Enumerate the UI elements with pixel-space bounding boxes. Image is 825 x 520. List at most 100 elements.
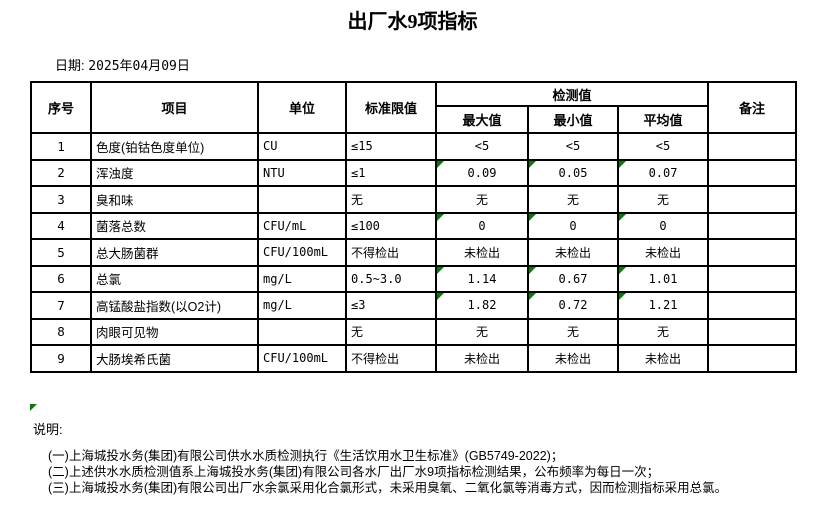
cell-min: 0 [527,211,619,240]
header-row-1: 序号 项目 单位 标准限值 检测值 备注 [30,81,798,134]
cell-limit: 不得检出 [345,344,437,373]
cell-max: 无 [435,317,529,346]
table-row: 7 高锰酸盐指数(以O2计) mg/L ≤3 1.82 0.72 1.21 [30,291,798,320]
table-row: 9 大肠埃希氏菌 CFU/100mL 不得检出 未检出 未检出 未检出 [30,344,798,373]
table-row: 5 总大肠菌群 CFU/100mL 不得检出 未检出 未检出 未检出 [30,238,798,267]
cell-unit: CFU/100mL [257,238,347,267]
cell-max: 0.09 [435,158,529,187]
col-header-remark: 备注 [707,81,798,134]
flag-triangle-icon [530,214,536,221]
page-title: 出厂水9项指标 [347,11,478,33]
cell-item: 高锰酸盐指数(以O2计) [90,291,259,320]
cell-item: 总氯 [90,264,259,293]
cell-limit: 无 [345,317,437,346]
cell-max: 未检出 [435,344,529,373]
cell-unit [257,185,347,214]
flag-triangle-icon [530,161,536,168]
cell-remark [707,132,798,161]
flag-triangle-icon [620,267,626,274]
table-row: 1 色度(铂钴色度单位) CU ≤15 <5 <5 <5 [30,132,798,161]
cell-limit: ≤15 [345,132,437,161]
table-row: 8 肉眼可见物 无 无 无 无 [30,317,798,346]
cell-item: 臭和味 [90,185,259,214]
cell-seq: 9 [30,344,92,373]
flag-triangle-icon [438,161,444,168]
cell-avg: 无 [616,185,710,214]
cell-seq: 3 [30,185,92,214]
flag-triangle-icon [438,267,444,274]
cell-unit: mg/L [257,291,347,320]
col-header-max: 最大值 [435,105,529,134]
note-line: (三)上海城投水务(集团)有限公司出厂水余氯采用化合氯形式，未采用臭氧、二氧化氯… [48,481,728,495]
cell-min: 0.72 [527,291,619,320]
cell-max: 1.14 [435,264,529,293]
cell-avg: 1.01 [616,264,710,293]
cell-seq: 5 [30,238,92,267]
cell-seq: 7 [30,291,92,320]
date-value: 2025年04月09日 [88,59,190,74]
cell-remark [707,211,798,240]
indicators-table: 序号 项目 单位 标准限值 检测值 备注 最大值 最小值 平均值 1 色度(铂钴… [30,81,798,373]
cell-unit: CFU/mL [257,211,347,240]
cell-seq: 4 [30,211,92,240]
flag-triangle-icon [620,214,626,221]
cell-item: 浑浊度 [90,158,259,187]
cell-min: 未检出 [527,238,619,267]
table-row: 4 菌落总数 CFU/mL ≤100 0 0 0 [30,211,798,240]
note-line: (二)上述供水水质检测值系上海城投水务(集团)有限公司各水厂出厂水9项指标检测结… [48,465,660,479]
cell-unit: CFU/100mL [257,344,347,373]
cell-remark [707,238,798,267]
flag-triangle-icon [438,214,444,221]
cell-avg: 0 [616,211,710,240]
cell-item: 大肠埃希氏菌 [90,344,259,373]
cell-avg: <5 [616,132,710,161]
col-header-seq: 序号 [30,81,92,134]
flag-triangle-icon [530,267,536,274]
cell-max: 未检出 [435,238,529,267]
note-line: (一)上海城投水务(集团)有限公司供水水质检测执行《生活饮用水卫生标准》(GB5… [48,449,564,463]
cell-min: <5 [527,132,619,161]
cell-seq: 6 [30,264,92,293]
cell-remark [707,317,798,346]
cell-avg: 0.07 [616,158,710,187]
cell-max: 0 [435,211,529,240]
cell-remark [707,158,798,187]
col-header-avg: 平均值 [616,105,710,134]
table-row: 6 总氯 mg/L 0.5~3.0 1.14 0.67 1.01 [30,264,798,293]
date-label: 日期: [55,58,85,73]
flag-triangle-icon [30,404,37,411]
cell-seq: 1 [30,132,92,161]
cell-avg: 1.21 [616,291,710,320]
col-header-item: 项目 [90,81,259,134]
cell-max: 无 [435,185,529,214]
cell-item: 色度(铂钴色度单位) [90,132,259,161]
cell-limit: ≤100 [345,211,437,240]
cell-unit: mg/L [257,264,347,293]
notes-label: 说明: [33,422,63,437]
cell-unit: NTU [257,158,347,187]
table-row: 2 浑浊度 NTU ≤1 0.09 0.05 0.07 [30,158,798,187]
col-header-limit: 标准限值 [345,81,437,134]
cell-min: 0.05 [527,158,619,187]
cell-avg: 未检出 [616,344,710,373]
cell-avg: 无 [616,317,710,346]
cell-item: 总大肠菌群 [90,238,259,267]
cell-unit [257,317,347,346]
table-row: 3 臭和味 无 无 无 无 [30,185,798,214]
cell-max: 1.82 [435,291,529,320]
cell-remark [707,344,798,373]
cell-remark [707,264,798,293]
cell-seq: 2 [30,158,92,187]
cell-seq: 8 [30,317,92,346]
cell-item: 肉眼可见物 [90,317,259,346]
cell-min: 无 [527,317,619,346]
cell-max: <5 [435,132,529,161]
notes-block: (一)上海城投水务(集团)有限公司供水水质检测执行《生活饮用水卫生标准》(GB5… [48,448,727,496]
cell-min: 未检出 [527,344,619,373]
flag-triangle-icon [438,293,444,300]
flag-triangle-icon [530,293,536,300]
cell-remark [707,291,798,320]
col-header-min: 最小值 [527,105,619,134]
cell-item: 菌落总数 [90,211,259,240]
